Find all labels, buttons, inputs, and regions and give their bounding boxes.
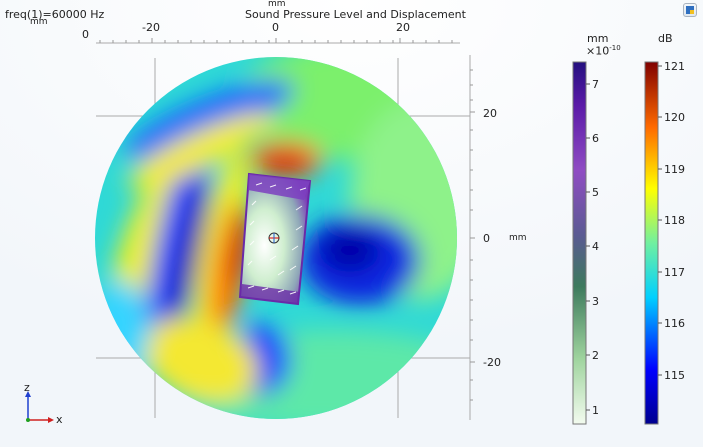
spl-tick: 115 bbox=[664, 369, 685, 382]
disp-tick: 2 bbox=[592, 349, 599, 362]
spl-tick: 119 bbox=[664, 163, 685, 176]
spl-tick: 120 bbox=[664, 111, 685, 124]
y-tick-20: 20 bbox=[483, 107, 497, 120]
frequency-label: freq(1)=60000 Hz bbox=[5, 8, 105, 21]
spl-tick: 121 bbox=[664, 60, 685, 73]
displacement-colorbar bbox=[572, 61, 587, 425]
y-tick-0: 0 bbox=[483, 232, 490, 245]
x-top-unit-label: mm bbox=[268, 0, 286, 9]
axis-triad bbox=[25, 391, 54, 423]
plot-title: Sound Pressure Level and Displacement bbox=[245, 8, 466, 21]
y-axis-minor-ticks bbox=[470, 69, 475, 401]
disp-tick: 6 bbox=[592, 132, 599, 145]
x-tick-0: 0 bbox=[272, 21, 279, 34]
y-unit-label: mm bbox=[509, 233, 527, 243]
x-tick-20: 20 bbox=[396, 21, 410, 34]
spl-colorbar bbox=[644, 61, 659, 425]
x-axis-minor-ticks bbox=[99, 38, 453, 43]
x-left-unit-label: mm bbox=[30, 17, 48, 27]
spl-unit: dB bbox=[658, 32, 673, 45]
displacement-scale: ×10-10 bbox=[586, 44, 621, 58]
x-tick-neg20: -20 bbox=[142, 21, 160, 34]
disp-tick: 4 bbox=[592, 240, 599, 253]
disp-tick: 1 bbox=[592, 404, 599, 417]
triad-x-label: x bbox=[56, 413, 63, 426]
triad-z-label: z bbox=[24, 381, 30, 394]
spl-tick: 118 bbox=[664, 214, 685, 227]
x-origin-tick: 0 bbox=[82, 28, 89, 41]
y-tick-neg20: -20 bbox=[483, 356, 501, 369]
spl-tick: 117 bbox=[664, 266, 685, 279]
spl-tick: 116 bbox=[664, 317, 685, 330]
disp-tick: 5 bbox=[592, 186, 599, 199]
graphics-toolbar-icon[interactable] bbox=[683, 3, 697, 17]
disp-tick: 7 bbox=[592, 78, 599, 91]
displacement-unit: mm bbox=[587, 32, 609, 45]
disp-tick: 3 bbox=[592, 295, 599, 308]
displacement-solid bbox=[238, 172, 312, 306]
